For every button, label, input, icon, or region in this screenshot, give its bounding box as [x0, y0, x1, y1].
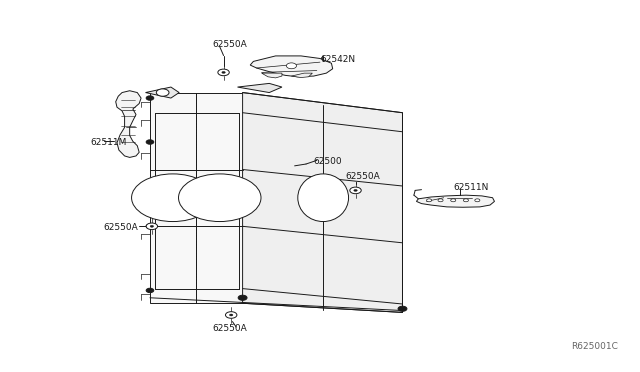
Circle shape [230, 314, 233, 316]
Circle shape [438, 199, 443, 202]
Circle shape [286, 63, 296, 69]
Circle shape [146, 224, 154, 228]
Text: 62511M: 62511M [90, 138, 127, 147]
Circle shape [427, 199, 431, 202]
Circle shape [354, 189, 357, 191]
Polygon shape [150, 93, 243, 303]
Circle shape [146, 96, 154, 100]
Text: 62550A: 62550A [212, 324, 247, 333]
Polygon shape [417, 195, 495, 207]
Text: 62511N: 62511N [453, 183, 488, 192]
Polygon shape [145, 87, 179, 98]
Circle shape [463, 199, 468, 202]
Text: R625001C: R625001C [572, 342, 618, 351]
Circle shape [150, 225, 154, 227]
Polygon shape [250, 56, 333, 77]
Circle shape [451, 199, 456, 202]
Circle shape [146, 288, 154, 293]
Text: 62550A: 62550A [346, 172, 380, 181]
Polygon shape [116, 91, 141, 157]
Ellipse shape [298, 174, 349, 222]
Circle shape [218, 69, 229, 76]
Circle shape [238, 295, 247, 300]
Text: 62550A: 62550A [212, 41, 247, 49]
Text: 62542N: 62542N [320, 55, 355, 64]
Polygon shape [291, 73, 312, 77]
Circle shape [350, 187, 361, 194]
Circle shape [179, 174, 261, 222]
Circle shape [225, 312, 237, 318]
Polygon shape [237, 83, 282, 93]
Circle shape [146, 223, 157, 230]
Text: 62550A: 62550A [103, 222, 138, 231]
Circle shape [475, 199, 480, 202]
Circle shape [398, 306, 407, 311]
Circle shape [132, 174, 214, 222]
Text: 62500: 62500 [314, 157, 342, 166]
Polygon shape [262, 73, 282, 78]
Polygon shape [243, 93, 403, 312]
Circle shape [156, 89, 169, 96]
Circle shape [222, 71, 225, 73]
Circle shape [146, 140, 154, 144]
